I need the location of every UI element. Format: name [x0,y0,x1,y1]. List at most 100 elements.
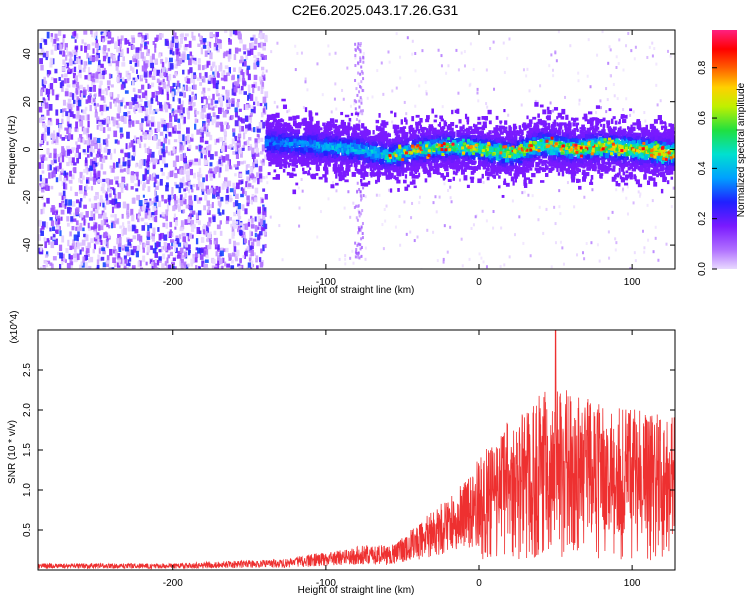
spectrogram-cell [361,112,364,116]
spectrogram-cell [68,199,72,206]
spectrogram-cell [104,219,109,223]
spectrogram-cell [655,83,658,87]
spectrogram-cell [121,62,126,67]
spectrogram-cell [264,243,267,249]
spectrogram-cell [615,55,618,59]
spectrogram-cell [646,203,649,207]
spectrogram-cell [529,254,532,258]
spectrogram-cell [201,108,206,113]
spectrogram-cell [240,193,244,198]
spectrogram-cell [49,164,52,171]
spectrogram-cell [119,78,123,82]
spectrogram-cell [364,246,367,250]
spectrogram-cell [72,84,77,88]
spectrogram-cell [62,99,66,106]
spectrogram-cell [202,250,207,257]
spectrogram-cell [403,100,406,104]
spectrogram-cell [66,202,70,206]
spectrogram-cell [540,134,546,139]
spectrogram-cell [221,146,225,152]
spectrogram-cell [46,109,50,116]
spectrogram-cell [99,104,104,112]
spectrogram-cell [52,40,55,47]
spectrogram-cell [378,113,381,118]
spectrogram-cell [359,72,362,76]
spectrogram-cell [605,138,609,143]
spectrogram-cell [99,80,103,86]
spectrogram-cell [360,181,363,185]
spectrogram-cell [651,54,654,58]
spectrogram-cell [190,55,194,59]
spectrogram-cell [552,74,555,78]
spectrogram-cell [43,202,46,207]
spectrogram-cell [62,59,66,65]
spectrogram-cell [117,94,120,98]
spectrogram-cell [512,127,516,133]
spectrogram-cell [96,46,99,53]
spectrogram-cell [254,232,257,238]
spectrogram-cell [95,235,100,239]
spectrogram-cell [117,256,122,260]
spectrogram-cell [518,215,521,219]
spectrogram-cell [157,200,162,208]
spectrogram-cell [200,182,204,190]
spectrogram-cell [150,62,155,69]
spectrogram-cell [259,102,263,107]
spectrogram-cell [637,190,640,194]
spectrogram-cell [83,191,87,196]
spectrogram-cell [264,102,268,110]
spectrogram-cell [124,258,127,264]
spectrogram-cell [75,147,80,153]
spectrogram-cell [591,123,594,129]
spectrogram-cell [254,225,258,232]
spectrogram-cell [95,116,100,120]
spectrogram-cell [590,241,593,245]
spectrogram-cell [360,225,363,229]
spectrogram-cell [77,99,82,107]
spectrogram-cell [244,190,248,196]
spectrogram-cell [418,84,421,88]
spectrogram-cell [44,125,48,133]
spectrogram-cell [146,235,151,240]
spectrogram-cell [221,183,225,190]
spectrogram-cell [580,162,584,168]
spectrogram-cell [214,151,218,157]
spectrogram-cell [337,164,340,168]
spectrogram-cell [243,238,248,244]
spectrogram-cell [171,91,175,97]
spectrogram-cell [154,242,158,250]
spectrogram-cell [57,218,61,225]
spectrogram-cell [521,191,524,195]
spectrogram-cell [230,259,234,264]
spectrogram-cell [109,193,112,198]
spectrogram-cell [357,62,360,66]
spectrogram-cell [235,149,239,155]
spectrogram-cell [76,110,80,118]
spectrogram-cell [337,155,341,159]
spectrogram-cell [622,108,625,112]
spectrogram-cell [66,78,70,84]
spectrogram-cell [52,170,56,178]
spectrogram-cell [96,202,100,210]
spectrogram-cell [100,239,103,246]
spectrogram-cell [183,188,187,192]
spectrogram-cell [68,127,72,134]
spectrogram-cell [615,188,618,192]
spectrogram-cell [156,69,161,76]
spectrogram-cell [212,93,215,100]
spectrogram-cell [354,42,357,46]
spectrogram-cell [359,228,362,232]
spectrogram-cell [247,221,251,227]
spectrogram-cell [100,220,105,226]
spectrogram-cell [90,75,95,82]
spectrogram-cell [239,229,243,236]
spectrogram-cell [120,186,124,193]
spectrogram-cell [141,225,146,231]
spectrogram-cell [207,131,211,137]
spectrogram-cell [179,34,184,38]
spectrogram-cell [99,195,103,200]
spectrogram-cell [622,128,627,132]
spectrogram-cell [255,58,258,63]
spectrogram-cell [187,112,190,120]
